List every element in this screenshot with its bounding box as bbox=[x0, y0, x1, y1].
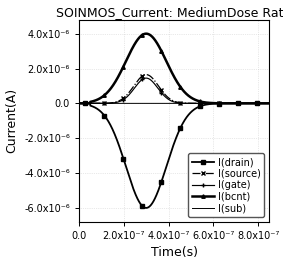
I(source) bbox=[264, 102, 267, 105]
I(source) bbox=[144, 73, 148, 76]
I(bcnt) bbox=[158, 47, 162, 50]
I(sub) bbox=[150, 102, 154, 105]
I(bcnt) bbox=[264, 102, 267, 105]
I(gate) bbox=[264, 102, 267, 105]
I(gate) bbox=[158, 90, 162, 93]
I(source) bbox=[110, 101, 114, 104]
I(sub) bbox=[77, 102, 81, 105]
I(drain) bbox=[264, 102, 267, 105]
I(gate) bbox=[110, 101, 114, 105]
I(sub) bbox=[158, 102, 162, 105]
I(bcnt) bbox=[99, 96, 102, 99]
I(sub) bbox=[110, 102, 114, 105]
I(bcnt) bbox=[110, 85, 114, 89]
I(bcnt) bbox=[144, 32, 148, 35]
Y-axis label: Current(A): Current(A) bbox=[6, 88, 19, 153]
Legend: I(drain), I(source), I(gate), I(bcnt), I(sub): I(drain), I(source), I(gate), I(bcnt), I… bbox=[188, 153, 264, 217]
I(bcnt) bbox=[150, 35, 154, 38]
I(drain) bbox=[267, 102, 271, 105]
I(source) bbox=[77, 102, 81, 105]
I(source) bbox=[243, 102, 247, 105]
I(drain) bbox=[243, 102, 247, 105]
I(drain) bbox=[150, 202, 154, 205]
I(drain) bbox=[110, 127, 114, 130]
I(sub) bbox=[264, 102, 267, 105]
I(drain) bbox=[144, 206, 148, 210]
I(sub) bbox=[267, 102, 271, 105]
I(sub) bbox=[243, 102, 247, 105]
I(source) bbox=[158, 87, 162, 90]
I(bcnt) bbox=[77, 102, 81, 105]
I(bcnt) bbox=[267, 102, 271, 105]
I(sub) bbox=[99, 102, 102, 105]
Title: SOINMOS_Current: MediumDose Rate: SOINMOS_Current: MediumDose Rate bbox=[57, 6, 283, 19]
I(source) bbox=[150, 76, 154, 79]
I(drain) bbox=[99, 110, 102, 113]
I(gate) bbox=[77, 102, 81, 105]
Line: I(source): I(source) bbox=[77, 73, 271, 105]
I(gate) bbox=[267, 102, 271, 105]
Line: I(gate): I(gate) bbox=[77, 76, 271, 105]
I(gate) bbox=[144, 77, 148, 80]
I(bcnt) bbox=[243, 102, 247, 105]
I(drain) bbox=[158, 184, 162, 187]
I(source) bbox=[99, 102, 102, 105]
I(gate) bbox=[99, 102, 102, 105]
I(drain) bbox=[77, 102, 81, 105]
I(gate) bbox=[150, 80, 154, 83]
X-axis label: Time(s): Time(s) bbox=[151, 246, 198, 259]
I(source) bbox=[267, 102, 271, 105]
I(gate) bbox=[243, 102, 247, 105]
Line: I(drain): I(drain) bbox=[77, 102, 271, 210]
Line: I(bcnt): I(bcnt) bbox=[77, 32, 271, 105]
